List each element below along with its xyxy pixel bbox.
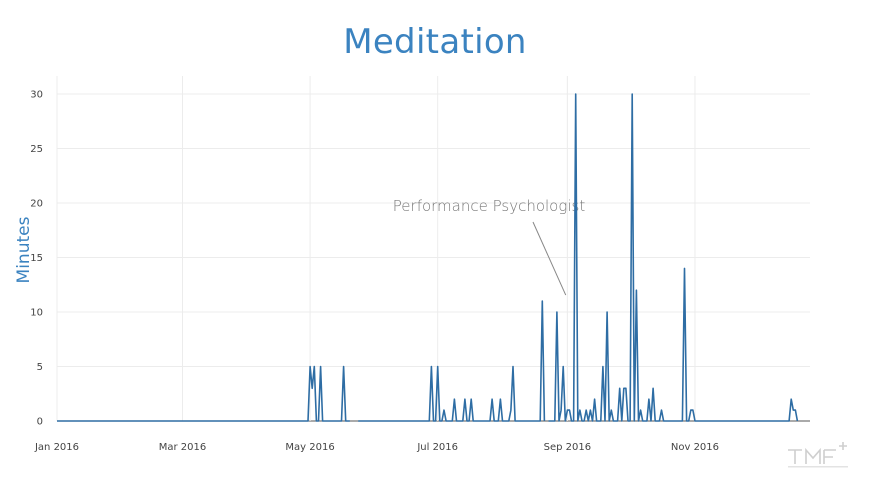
x-tick-label: Mar 2016	[159, 442, 207, 453]
y-tick-label: 30	[30, 90, 43, 101]
meditation-line	[358, 300, 546, 422]
y-tick-label: 0	[37, 417, 43, 428]
meditation-line	[548, 93, 799, 422]
brand-logo-icon	[788, 442, 848, 468]
annotation-leader-line	[532, 221, 567, 296]
meditation-line	[57, 365, 350, 422]
x-tick-label: May 2016	[285, 442, 334, 453]
y-tick-label: 10	[30, 308, 43, 319]
annotation-label: Performance Psychologist	[393, 197, 586, 215]
y-tick-label: 25	[30, 144, 43, 155]
chart-title: Meditation	[343, 22, 527, 62]
y-tick-label: 5	[37, 362, 43, 373]
x-tick-label: Sep 2016	[544, 442, 591, 453]
y-tick-label: 20	[30, 199, 43, 210]
x-tick-label: Jan 2016	[34, 442, 79, 453]
x-tick-label: Jul 2016	[416, 442, 458, 453]
y-tick-label: 15	[30, 253, 43, 264]
x-tick-label: Nov 2016	[671, 442, 719, 453]
